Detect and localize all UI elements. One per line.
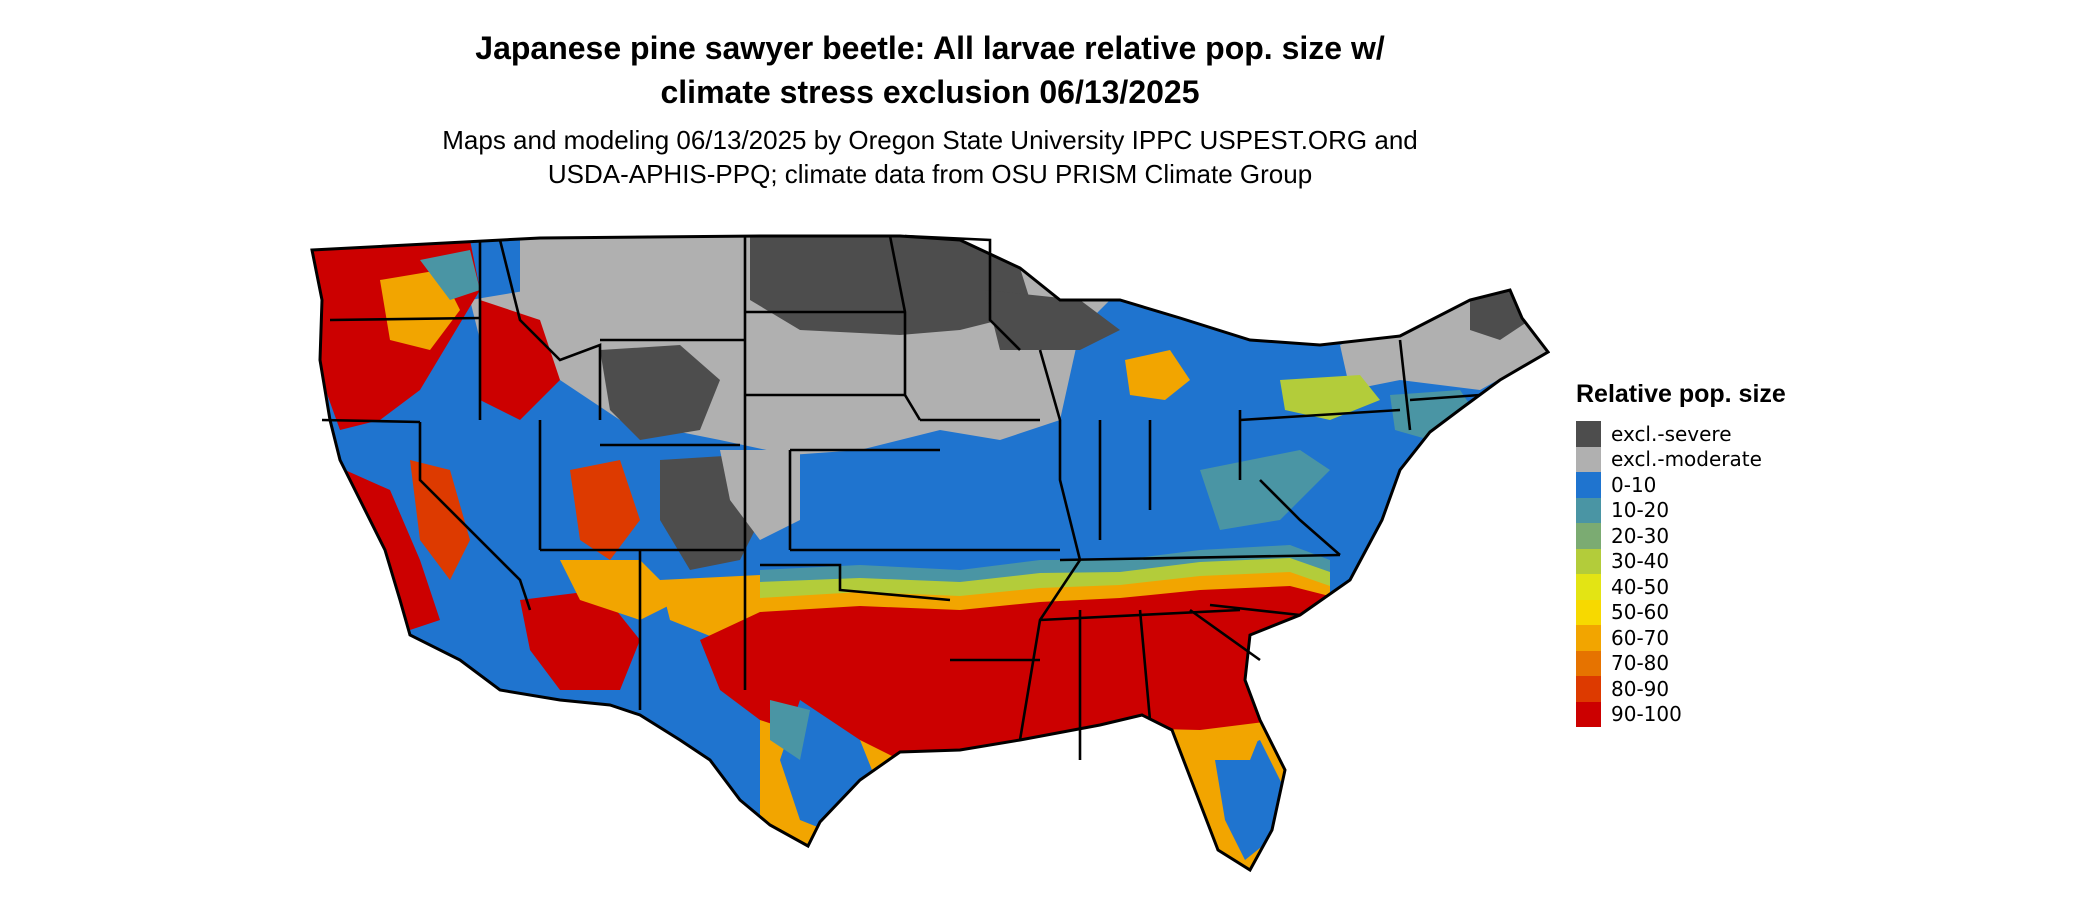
mid-pop-new-york: [1280, 375, 1380, 420]
legend-items: excl.-severe excl.-moderate 0-10 10-20 20-30…: [1576, 421, 1786, 727]
mid-pop-appalachia: [1200, 450, 1330, 530]
texas-coast-mid: [770, 700, 810, 760]
legend-swatch: [1576, 421, 1601, 447]
border-ga-sc: [1189, 608, 1261, 662]
mid-pop-michigan: [1125, 350, 1190, 400]
legend-swatch: [1576, 625, 1601, 651]
map-subtitle-line-2: USDA-APHIS-PPQ; climate data from OSU PR…: [547, 159, 1313, 189]
legend-swatch: [1576, 548, 1601, 574]
high-pop-idaho: [480, 300, 560, 420]
legend-item: 50-60: [1576, 599, 1786, 625]
excl-severe-wisconsin: [985, 290, 1120, 350]
legend-swatch: [1576, 676, 1601, 702]
legend-label: 70-80: [1611, 651, 1670, 676]
border-wa-or: [329, 316, 481, 322]
high-pop-sierra: [410, 460, 470, 580]
map-title-line-1: Japanese pine sawyer beetle: All larvae …: [475, 30, 1385, 66]
florida-low: [1215, 740, 1285, 860]
legend-label: 40-50: [1611, 574, 1670, 599]
legend-item: 60-70: [1576, 625, 1786, 651]
legend-item: 80-90: [1576, 676, 1786, 702]
border-ok-tx: [760, 563, 951, 602]
legend-item: excl.-moderate: [1576, 446, 1786, 472]
map-title: Japanese pine sawyer beetle: All larvae …: [330, 26, 1530, 114]
legend-swatch: [1576, 574, 1601, 600]
excl-severe-wyoming: [600, 345, 720, 440]
legend-item: 40-50: [1576, 574, 1786, 600]
legend-swatch: [1576, 446, 1601, 472]
low-pop-northwest: [420, 250, 480, 300]
legend-swatch: [1576, 650, 1601, 676]
legend-swatch: [1576, 523, 1601, 549]
legend-label: 60-70: [1611, 625, 1670, 650]
legend-label: 30-40: [1611, 549, 1670, 574]
mid-pop-northwest: [380, 270, 460, 350]
map-subtitle-line-1: Maps and modeling 06/13/2025 by Oregon S…: [442, 125, 1418, 155]
border-or-ca: [321, 418, 421, 424]
legend-item: excl.-severe: [1576, 421, 1786, 447]
border-va-wv: [1259, 479, 1341, 556]
legend-label: 50-60: [1611, 600, 1670, 625]
legend-label: excl.-severe: [1611, 421, 1732, 446]
legend-title: Relative pop. size: [1576, 380, 1786, 408]
map-subtitle: Maps and modeling 06/13/2025 by Oregon S…: [330, 123, 1530, 191]
border-new-england: [1409, 393, 1481, 402]
legend-item: 30-40: [1576, 548, 1786, 574]
border-dakotas-east: [888, 235, 922, 421]
florida-panhandle-mid: [1180, 735, 1260, 760]
legend-label: 20-30: [1611, 523, 1670, 548]
mid-pop-arizona: [560, 560, 680, 620]
legend-item: 10-20: [1576, 497, 1786, 523]
legend: Relative pop. size excl.-severe excl.-mod…: [1576, 380, 1786, 727]
border-id-east: [498, 239, 602, 420]
border-ny-east: [1398, 339, 1412, 431]
border-ca-nv: [418, 422, 532, 611]
country-outline: [310, 234, 1550, 873]
legend-swatch: [1576, 497, 1601, 523]
legend-label: 0-10: [1611, 472, 1657, 497]
border-pa-north: [1239, 408, 1401, 422]
legend-label: 10-20: [1611, 498, 1670, 523]
legend-swatch: [1576, 472, 1601, 498]
border-nc-sc: [1209, 603, 1301, 617]
border-al-ga: [1138, 609, 1152, 721]
map-title-line-2: climate stress exclusion 06/13/2025: [660, 74, 1200, 110]
legend-item: 20-30: [1576, 523, 1786, 549]
border-mn-east: [904, 234, 1021, 351]
legend-swatch: [1576, 599, 1601, 625]
excl-severe-plains: [750, 236, 1030, 335]
legend-label: 90-100: [1611, 702, 1682, 727]
border-ky-tn: [1059, 553, 1341, 562]
us-population-map: [310, 234, 1550, 873]
high-pop-utah: [570, 460, 640, 560]
legend-item: 0-10: [1576, 472, 1786, 498]
legend-item: 90-100: [1576, 701, 1786, 727]
band-90-100: [700, 586, 1370, 760]
high-pop-california: [345, 470, 440, 630]
high-pop-arizona: [520, 590, 640, 690]
legend-item: 70-80: [1576, 650, 1786, 676]
legend-swatch: [1576, 701, 1601, 727]
state-borders: [321, 234, 1481, 760]
legend-label: excl.-moderate: [1611, 447, 1762, 472]
legend-label: 80-90: [1611, 676, 1670, 701]
excl-moderate-colorado: [720, 450, 800, 540]
